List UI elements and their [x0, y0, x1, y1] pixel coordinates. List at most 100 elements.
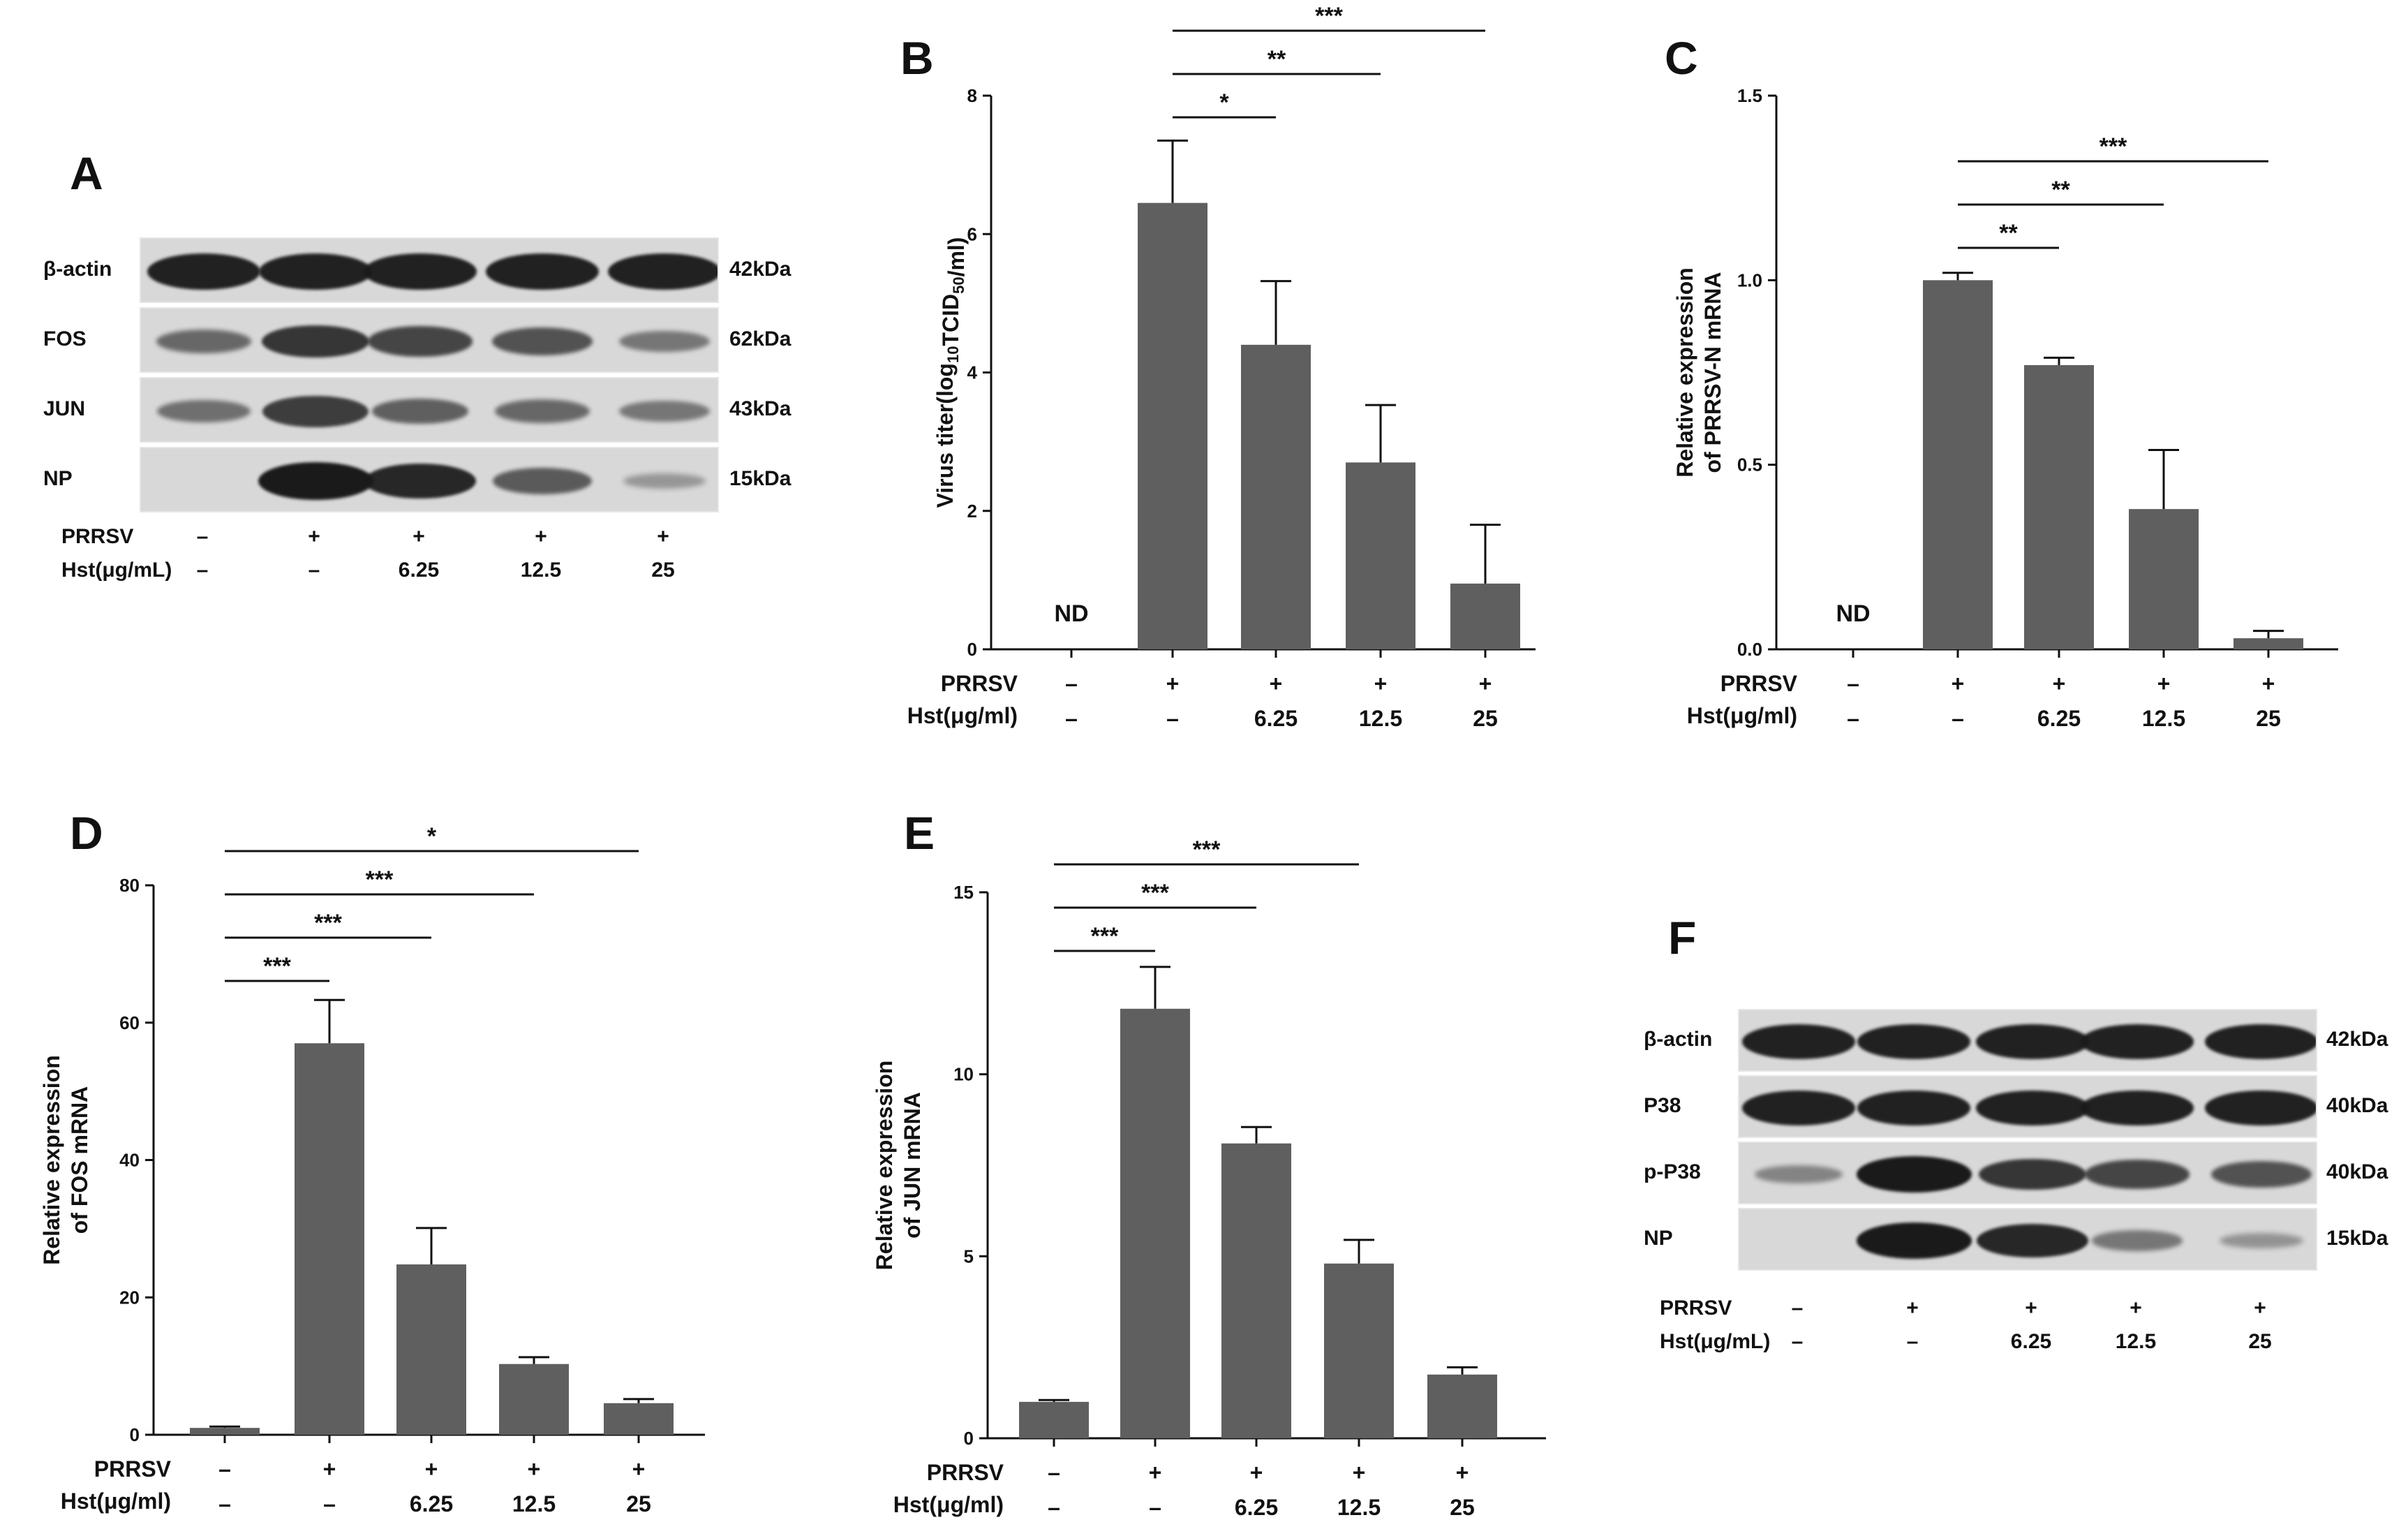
blot-band — [363, 253, 477, 290]
hst-value: 12.5 — [2115, 1330, 2157, 1353]
prrsv-value: – — [1065, 671, 1078, 696]
hst-value: 12.5 — [2142, 706, 2185, 731]
blot-band — [147, 253, 261, 290]
y-axis-label: Virus titer(log10TCID50/ml) — [932, 237, 969, 508]
blot-row-label: NP — [43, 467, 73, 490]
y-tick-label: 60 — [119, 1012, 140, 1033]
blot-row-label: JUN — [43, 397, 86, 420]
significance-label: ** — [1999, 220, 2018, 246]
prrsv-value: + — [632, 1456, 646, 1482]
bar — [604, 1403, 674, 1435]
y-tick-label: 8 — [967, 85, 977, 106]
blot-band — [371, 399, 469, 424]
hst-value: 6.25 — [410, 1491, 453, 1516]
condition-label-hst: Hst(μg/ml) — [893, 1492, 1004, 1517]
y-tick-label: 0.0 — [1737, 639, 1762, 660]
significance-label: * — [1219, 89, 1229, 116]
condition-label-hst: Hst(μg/ml) — [61, 1489, 171, 1514]
hst-value: 6.25 — [2010, 1330, 2052, 1353]
y-tick-label: 20 — [119, 1287, 140, 1308]
blot-row-label: FOS — [43, 327, 87, 350]
condition-label-hst: Hst(μg/mL) — [61, 559, 172, 582]
hst-value: 12.5 — [1359, 706, 1402, 731]
bar — [2234, 638, 2303, 649]
blot-band — [1975, 1024, 2090, 1059]
chart-E: 0 5 10 15 *** *** *** Relative expression of JUN… — [872, 836, 1546, 1520]
y-tick-label: 4 — [967, 362, 978, 383]
blot-band — [2085, 1160, 2190, 1189]
blot-row-label: NP — [1644, 1227, 1673, 1250]
blot-band — [156, 329, 252, 354]
blot-band — [1978, 1158, 2087, 1190]
hst-value: 6.25 — [1254, 706, 1298, 731]
condition-label-prrsv: PRRSV — [1720, 671, 1798, 696]
hst-value: 12.5 — [512, 1491, 556, 1516]
blot-strip-P38 — [1738, 1075, 2317, 1138]
blot-band — [364, 463, 476, 499]
blot-band — [2204, 1024, 2316, 1059]
hst-value: 25 — [651, 559, 675, 582]
prrsv-value: + — [1166, 671, 1180, 696]
blot-band — [2219, 1232, 2304, 1249]
y-tick-label: 10 — [953, 1064, 974, 1085]
blot-band — [157, 399, 251, 423]
prrsv-value: – — [196, 525, 209, 548]
panel-letter-f: F — [1668, 912, 1697, 963]
blot-band — [618, 330, 711, 353]
prrsv-value: + — [1906, 1297, 1919, 1320]
bar — [1450, 583, 1520, 649]
y-tick-label: 2 — [967, 501, 977, 522]
blot-band — [623, 473, 706, 489]
chart-C: 0.00.51.01.5ND*******Relative expression… — [1672, 85, 2338, 731]
prrsv-value: + — [1353, 1460, 1366, 1485]
bar — [1120, 1008, 1190, 1438]
condition-label-hst: Hst(μg/ml) — [907, 703, 1018, 728]
blot-band — [261, 325, 370, 358]
prrsv-value: + — [2254, 1297, 2266, 1320]
bar — [1019, 1401, 1089, 1438]
y-axis-label: Relative expression — [1672, 267, 1697, 478]
y-tick-label: 0 — [130, 1424, 140, 1445]
blot-band — [258, 462, 373, 500]
blot-kda-label: 40kDa — [2326, 1160, 2388, 1183]
blot-band — [262, 395, 369, 427]
prrsv-value: + — [2053, 671, 2066, 696]
blot-strip-β-actin — [140, 237, 719, 303]
hst-value: – — [1048, 1495, 1060, 1520]
prrsv-value: + — [2157, 671, 2171, 696]
bar — [1427, 1374, 1497, 1438]
hst-value: – — [1906, 1330, 1919, 1353]
blot-kda-label: 43kDa — [729, 397, 791, 420]
y-axis-label: of FOS mRNA — [67, 1086, 92, 1234]
blot-kda-label: 40kDa — [2326, 1094, 2388, 1117]
y-tick-label: 0 — [964, 1428, 974, 1449]
bar — [1241, 344, 1311, 649]
significance-label: *** — [1141, 880, 1169, 906]
hst-value: 6.25 — [2037, 706, 2081, 731]
bar — [1138, 202, 1207, 649]
significance-label: *** — [314, 910, 342, 936]
condition-label-prrsv: PRRSV — [61, 525, 134, 548]
hst-value: – — [323, 1491, 336, 1516]
prrsv-value: + — [308, 525, 320, 548]
panel-letter-a: A — [70, 147, 103, 199]
bar — [1221, 1143, 1291, 1438]
y-tick-label: 6 — [967, 223, 977, 244]
blot-band — [1741, 1091, 1856, 1125]
significance-label: * — [427, 823, 437, 850]
y-tick-label: 15 — [953, 882, 974, 903]
blot-band — [493, 468, 592, 494]
hst-value: 6.25 — [398, 559, 440, 582]
y-axis-label: of JUN mRNA — [900, 1092, 925, 1239]
bar — [1324, 1263, 1394, 1438]
blot-band — [2211, 1161, 2312, 1188]
y-tick-label: 40 — [119, 1150, 140, 1171]
nd-label: ND — [1836, 600, 1870, 627]
blot-band — [1856, 1223, 1972, 1259]
condition-label-hst: Hst(μg/ml) — [1687, 703, 1797, 728]
blot-band — [1857, 1091, 1971, 1125]
condition-label-prrsv: PRRSV — [1660, 1297, 1732, 1320]
